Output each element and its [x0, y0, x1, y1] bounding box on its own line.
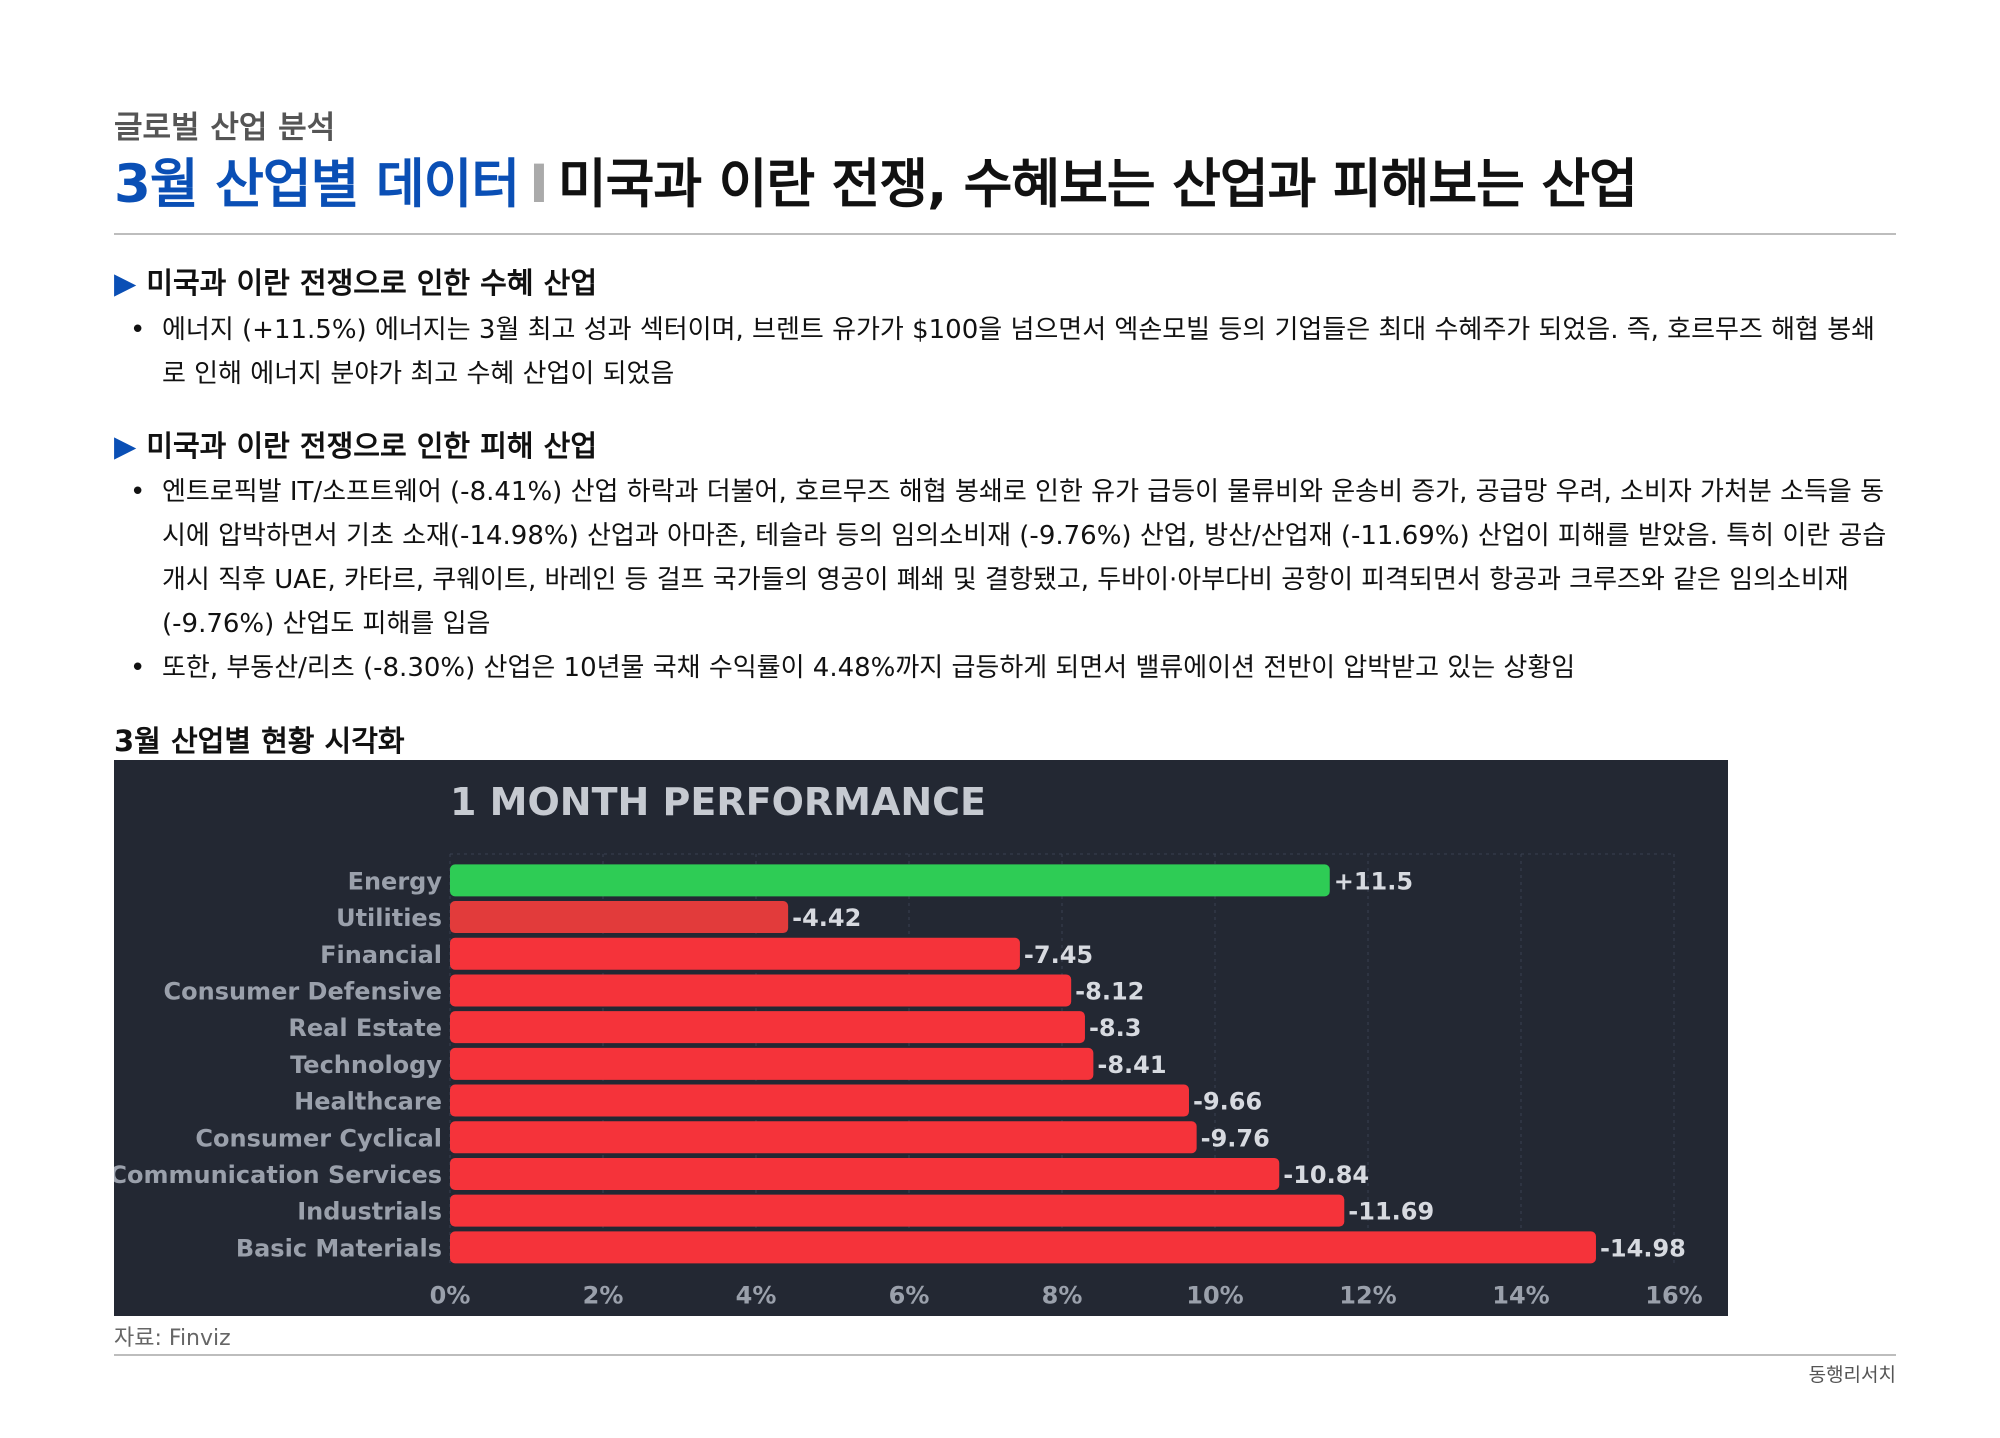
value-label: -8.3 — [1089, 1014, 1141, 1042]
section-benefit-title: 미국과 이란 전쟁으로 인한 수혜 산업 — [146, 266, 597, 300]
value-label: -9.66 — [1193, 1088, 1262, 1116]
report-page: 글로벌 산업 분석 3월 산업별 데이터 I 미국과 이란 전쟁, 수혜보는 산업과… — [114, 0, 1896, 1438]
top-divider — [114, 233, 1896, 235]
value-label: -9.76 — [1201, 1124, 1270, 1152]
x-tick-label: 12% — [1339, 1282, 1396, 1310]
report-category: 글로벌 산업 분석 — [114, 110, 336, 146]
bar — [450, 1231, 1596, 1264]
triangle-marker-icon: ▶ — [114, 429, 137, 463]
list-item: 또한, 부동산/리츠 (-8.30%) 산업은 10년물 국채 수익률이 4.4… — [114, 646, 1894, 690]
chart-title: 1 MONTH PERFORMANCE — [450, 780, 986, 824]
x-tick-label: 8% — [1042, 1282, 1083, 1310]
x-tick-label: 0% — [430, 1282, 471, 1310]
bar — [450, 1084, 1189, 1117]
bar — [450, 1011, 1085, 1044]
x-tick-label: 6% — [889, 1282, 930, 1310]
bar — [450, 1194, 1345, 1227]
x-tick-label: 2% — [583, 1282, 624, 1310]
chart-section-heading: 3월 산업별 현황 시각화 — [114, 724, 405, 758]
bar — [450, 1121, 1197, 1154]
value-label: -8.12 — [1075, 977, 1144, 1005]
bar — [450, 1047, 1094, 1080]
value-label: -10.84 — [1283, 1161, 1369, 1189]
category-label: Basic Materials — [236, 1234, 442, 1262]
x-tick-label: 14% — [1492, 1282, 1549, 1310]
title-separator: I — [529, 154, 549, 215]
value-label: -8.41 — [1097, 1051, 1166, 1079]
value-label: -7.45 — [1024, 941, 1093, 969]
bar — [450, 901, 789, 934]
x-tick-label: 16% — [1645, 1282, 1702, 1310]
page-title: 3월 산업별 데이터 I 미국과 이란 전쟁, 수혜보는 산업과 피해보는 산업 — [114, 142, 1638, 218]
category-label: Consumer Defensive — [164, 977, 442, 1005]
category-label: Technology — [290, 1051, 442, 1079]
title-main: 3월 산업별 데이터 — [114, 154, 520, 215]
section-damage-heading: ▶ 미국과 이란 전쟁으로 인한 피해 산업 — [114, 423, 597, 465]
section-benefit-heading: ▶ 미국과 이란 전쟁으로 인한 수혜 산업 — [114, 260, 597, 302]
category-label: Consumer Cyclical — [195, 1124, 442, 1152]
category-label: Financial — [320, 941, 442, 969]
performance-chart: 1 MONTH PERFORMANCE 0% 2% 4% 6% 8% 10% 12% 14% 1… — [114, 760, 1728, 1316]
x-tick-label: 4% — [736, 1282, 777, 1310]
bar — [450, 1157, 1280, 1190]
brand-name: 동행리서치 — [1808, 1364, 1896, 1386]
bar — [450, 937, 1020, 970]
bar — [450, 974, 1072, 1007]
x-tick-label: 10% — [1186, 1282, 1243, 1310]
list-item: 엔트로픽발 IT/소프트웨어 (-8.41%) 산업 하락과 더불어, 호르무즈… — [114, 470, 1894, 646]
value-label: -11.69 — [1348, 1198, 1434, 1226]
value-label: -4.42 — [792, 904, 861, 932]
list-item: 에너지 (+11.5%) 에너지는 3월 최고 성과 섹터이며, 브렌트 유가가… — [114, 308, 1894, 396]
category-label: Real Estate — [288, 1014, 442, 1042]
value-label: -14.98 — [1600, 1234, 1686, 1262]
category-label: Energy — [348, 867, 443, 895]
triangle-marker-icon: ▶ — [114, 266, 137, 300]
category-label: Industrials — [297, 1198, 442, 1226]
value-label: +11.5 — [1334, 867, 1413, 895]
bar — [450, 864, 1330, 897]
section-damage-title: 미국과 이란 전쟁으로 인한 피해 산업 — [146, 429, 597, 463]
performance-chart-svg: 1 MONTH PERFORMANCE 0% 2% 4% 6% 8% 10% 12% 14% 1… — [114, 780, 1703, 1310]
title-subtitle: 미국과 이란 전쟁, 수혜보는 산업과 피해보는 산업 — [557, 154, 1638, 215]
section-damage-list: 엔트로픽발 IT/소프트웨어 (-8.41%) 산업 하락과 더불어, 호르무즈… — [114, 470, 1894, 690]
bottom-divider — [114, 1354, 1896, 1356]
category-label: Healthcare — [294, 1088, 442, 1116]
section-benefit-list: 에너지 (+11.5%) 에너지는 3월 최고 성과 섹터이며, 브렌트 유가가… — [114, 308, 1894, 396]
category-label: Communication Services — [114, 1161, 442, 1189]
category-label: Utilities — [336, 904, 442, 932]
source-note: 자료: Finviz — [114, 1326, 231, 1351]
